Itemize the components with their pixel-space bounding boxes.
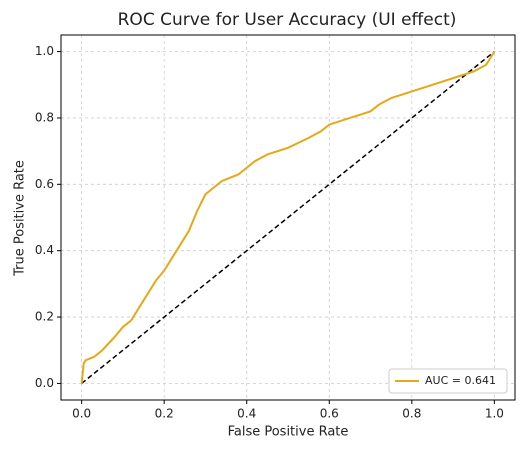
y-tick-label: 0.4 (35, 243, 54, 257)
y-tick-label: 0.8 (35, 110, 54, 124)
x-tick-label: 0.8 (402, 407, 421, 421)
x-tick-label: 0.6 (320, 407, 339, 421)
x-tick-label: 0.4 (237, 407, 256, 421)
x-axis-label: False Positive Rate (228, 425, 349, 440)
y-tick-label: 1.0 (35, 44, 54, 58)
plot-frame (60, 34, 516, 401)
chart-title: ROC Curve for User Accuracy (UI effect) (118, 10, 457, 30)
y-tick-label: 0.2 (35, 310, 54, 324)
roc-line (80, 51, 496, 384)
y-tick-label: 0.0 (35, 376, 54, 390)
x-tick-label: 0.0 (72, 407, 91, 421)
legend-label: AUC = 0.641 (425, 374, 496, 387)
x-tick-label: 1.0 (485, 407, 504, 421)
y-axis-label: True Positive Rate (13, 160, 28, 277)
diagonal-line (81, 51, 495, 384)
x-tick-label: 0.2 (155, 407, 174, 421)
legend-box (388, 368, 508, 394)
y-tick-label: 0.6 (35, 177, 54, 191)
